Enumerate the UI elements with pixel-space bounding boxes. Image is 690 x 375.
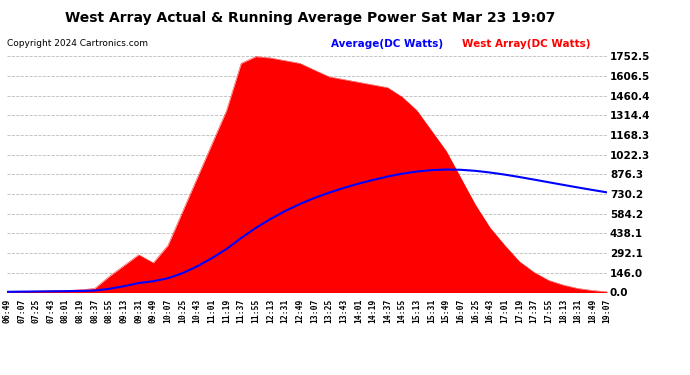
Text: West Array Actual & Running Average Power Sat Mar 23 19:07: West Array Actual & Running Average Powe… bbox=[66, 11, 555, 25]
Text: West Array(DC Watts): West Array(DC Watts) bbox=[462, 39, 591, 50]
Text: Copyright 2024 Cartronics.com: Copyright 2024 Cartronics.com bbox=[7, 39, 148, 48]
Text: Average(DC Watts): Average(DC Watts) bbox=[331, 39, 443, 50]
